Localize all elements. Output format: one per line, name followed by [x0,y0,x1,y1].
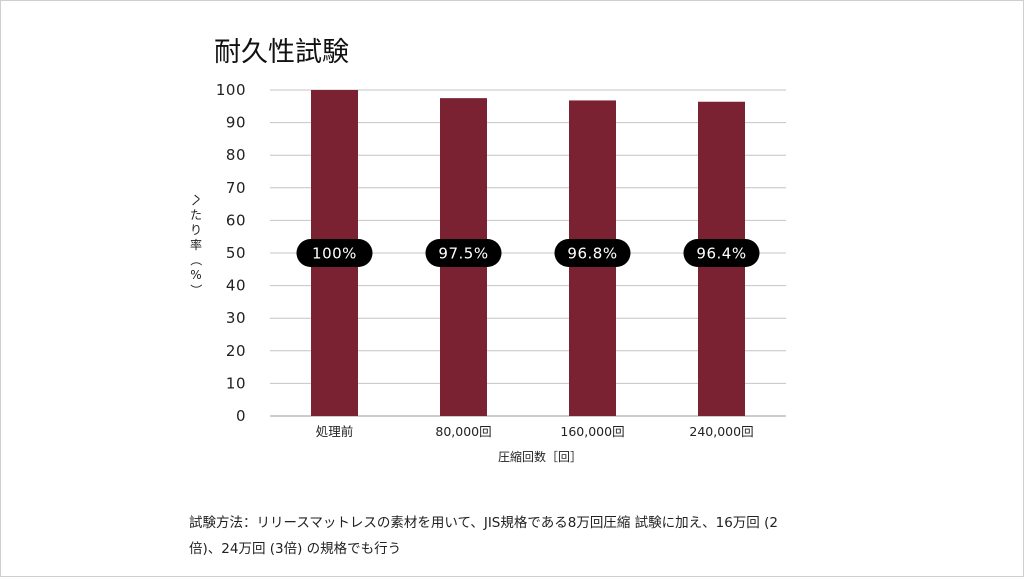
y-axis-label-char: % [190,268,201,282]
data-label: 100% [296,239,373,267]
x-category-label: 処理前 [316,424,354,439]
data-label: 96.8% [554,239,631,267]
data-label-text: 96.8% [567,245,617,263]
y-axis-label-char: た [190,208,202,222]
data-labels: 100% 97.5% 96.8% 96.4% [296,239,760,267]
y-tick-label: 30 [226,309,246,327]
y-tick-label: 70 [226,179,246,197]
y-tick-label: 60 [226,211,246,229]
data-label: 97.5% [425,239,502,267]
x-axis-label: 圧縮回数［回］ [498,449,582,464]
y-axis-label-char: 率 [190,237,202,252]
data-label-background [296,239,373,267]
x-category-label: 240,000回 [689,424,753,439]
y-axis-label-char: へ [189,194,203,206]
chart-title: 耐久性試験 [214,37,349,68]
data-label-background [425,239,502,267]
data-label: 96.4% [683,239,760,267]
data-label-background [554,239,631,267]
y-tick-label: 100 [216,81,246,99]
bar-chart: 耐久性試験 0 10 20 30 40 50 60 70 80 90 100 100% 97.5% 96… [189,37,786,464]
data-label-text: 100% [312,245,357,263]
y-axis-ticks: 0 10 20 30 40 50 60 70 80 90 100 [216,81,246,425]
y-axis-label-char: （ [189,254,203,266]
y-tick-label: 50 [226,244,246,262]
data-label-text: 97.5% [438,245,488,263]
test-method-note: 試験方法：リリースマットレスの素材を用いて、JIS規格である8万回圧縮 試験に加… [189,515,778,557]
data-label-background [683,239,760,267]
y-tick-label: 0 [236,407,246,425]
y-axis-label-char: ） [189,284,203,296]
y-tick-label: 90 [226,114,246,132]
data-label-text: 96.4% [696,245,746,263]
y-tick-label: 20 [226,342,246,360]
y-tick-label: 40 [226,277,246,295]
y-tick-label: 10 [226,374,246,392]
x-category-label: 80,000回 [435,424,491,439]
x-category-label: 160,000回 [560,424,624,439]
x-axis-categories: 処理前 80,000回 160,000回 240,000回 [316,424,754,439]
y-axis-label-char: り [190,223,202,237]
y-tick-label: 80 [226,146,246,164]
